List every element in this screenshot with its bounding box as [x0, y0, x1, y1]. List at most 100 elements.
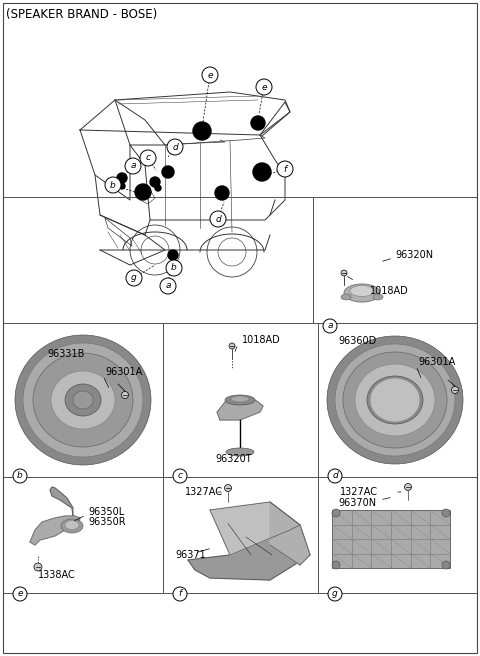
- Ellipse shape: [15, 335, 151, 465]
- Text: d: d: [172, 142, 178, 152]
- Bar: [3, 323, 163, 477]
- Text: b: b: [17, 472, 23, 480]
- Circle shape: [117, 173, 127, 183]
- Circle shape: [168, 250, 178, 260]
- Text: f: f: [179, 590, 181, 598]
- Ellipse shape: [61, 519, 83, 533]
- Circle shape: [166, 260, 182, 276]
- Text: 96370N: 96370N: [338, 498, 376, 508]
- Text: 1327AC: 1327AC: [340, 487, 378, 497]
- Circle shape: [328, 587, 342, 601]
- Bar: [163, 323, 318, 477]
- Circle shape: [202, 67, 218, 83]
- Circle shape: [173, 469, 187, 483]
- Circle shape: [251, 116, 265, 130]
- Ellipse shape: [335, 344, 455, 456]
- Circle shape: [452, 386, 458, 394]
- Circle shape: [442, 561, 450, 569]
- Circle shape: [332, 561, 340, 569]
- Text: a: a: [165, 281, 171, 291]
- Ellipse shape: [373, 294, 383, 300]
- Bar: [3, 20, 477, 197]
- Text: 96301A: 96301A: [418, 357, 455, 367]
- Circle shape: [210, 211, 226, 227]
- Circle shape: [167, 139, 183, 155]
- Ellipse shape: [350, 285, 374, 297]
- Circle shape: [442, 509, 450, 517]
- Ellipse shape: [33, 353, 133, 447]
- Bar: [3, 477, 163, 593]
- Text: 96320T: 96320T: [215, 454, 252, 464]
- Ellipse shape: [65, 384, 101, 416]
- Text: 96301A: 96301A: [105, 367, 142, 377]
- Polygon shape: [50, 487, 73, 516]
- Bar: [318, 477, 477, 593]
- Text: a: a: [130, 161, 136, 171]
- Circle shape: [193, 122, 211, 140]
- Text: 1327AC: 1327AC: [185, 487, 223, 497]
- Ellipse shape: [344, 284, 380, 302]
- Polygon shape: [217, 400, 263, 420]
- Text: 96360D: 96360D: [338, 336, 376, 346]
- Bar: [318, 323, 477, 477]
- Text: 1018AD: 1018AD: [242, 335, 281, 345]
- Ellipse shape: [226, 448, 254, 456]
- Ellipse shape: [341, 294, 351, 300]
- Ellipse shape: [73, 391, 93, 409]
- Text: g: g: [131, 274, 137, 283]
- Bar: [313, 197, 477, 323]
- Circle shape: [150, 177, 160, 187]
- Ellipse shape: [23, 343, 143, 457]
- Text: (SPEAKER BRAND - BOSE): (SPEAKER BRAND - BOSE): [6, 8, 157, 21]
- Circle shape: [405, 483, 411, 491]
- Text: a: a: [327, 321, 333, 331]
- Ellipse shape: [327, 336, 463, 464]
- Polygon shape: [30, 516, 80, 545]
- Circle shape: [256, 79, 272, 95]
- Ellipse shape: [370, 378, 420, 422]
- Text: c: c: [145, 154, 151, 163]
- Ellipse shape: [355, 364, 435, 436]
- Circle shape: [13, 587, 27, 601]
- Circle shape: [332, 509, 340, 517]
- Text: b: b: [171, 264, 177, 272]
- Text: g: g: [332, 590, 338, 598]
- Circle shape: [125, 158, 141, 174]
- Text: 96350L: 96350L: [88, 507, 124, 517]
- Circle shape: [328, 469, 342, 483]
- Circle shape: [162, 166, 174, 178]
- Circle shape: [13, 469, 27, 483]
- Text: d: d: [332, 472, 338, 480]
- Text: 96371: 96371: [175, 550, 206, 560]
- Text: 96350R: 96350R: [88, 517, 126, 527]
- Circle shape: [155, 185, 161, 191]
- Polygon shape: [210, 502, 300, 555]
- Circle shape: [323, 319, 337, 333]
- Circle shape: [160, 278, 176, 294]
- Text: e: e: [261, 83, 267, 91]
- Polygon shape: [188, 525, 310, 580]
- Circle shape: [105, 177, 121, 193]
- Circle shape: [225, 485, 231, 491]
- Ellipse shape: [51, 371, 115, 429]
- Ellipse shape: [343, 352, 447, 448]
- Bar: [332, 510, 450, 568]
- Text: d: d: [215, 215, 221, 224]
- Circle shape: [119, 183, 125, 189]
- Bar: [163, 477, 318, 593]
- Circle shape: [34, 563, 42, 571]
- Circle shape: [253, 163, 271, 181]
- Text: 1018AD: 1018AD: [370, 286, 409, 296]
- Circle shape: [173, 587, 187, 601]
- Text: f: f: [283, 165, 287, 173]
- Text: c: c: [178, 472, 182, 480]
- Polygon shape: [270, 502, 310, 565]
- Text: b: b: [110, 180, 116, 190]
- Text: 96320N: 96320N: [395, 250, 433, 260]
- Circle shape: [277, 161, 293, 177]
- Ellipse shape: [225, 395, 255, 405]
- Circle shape: [229, 343, 235, 349]
- Text: e: e: [17, 590, 23, 598]
- Circle shape: [126, 270, 142, 286]
- Text: 1338AC: 1338AC: [38, 570, 76, 580]
